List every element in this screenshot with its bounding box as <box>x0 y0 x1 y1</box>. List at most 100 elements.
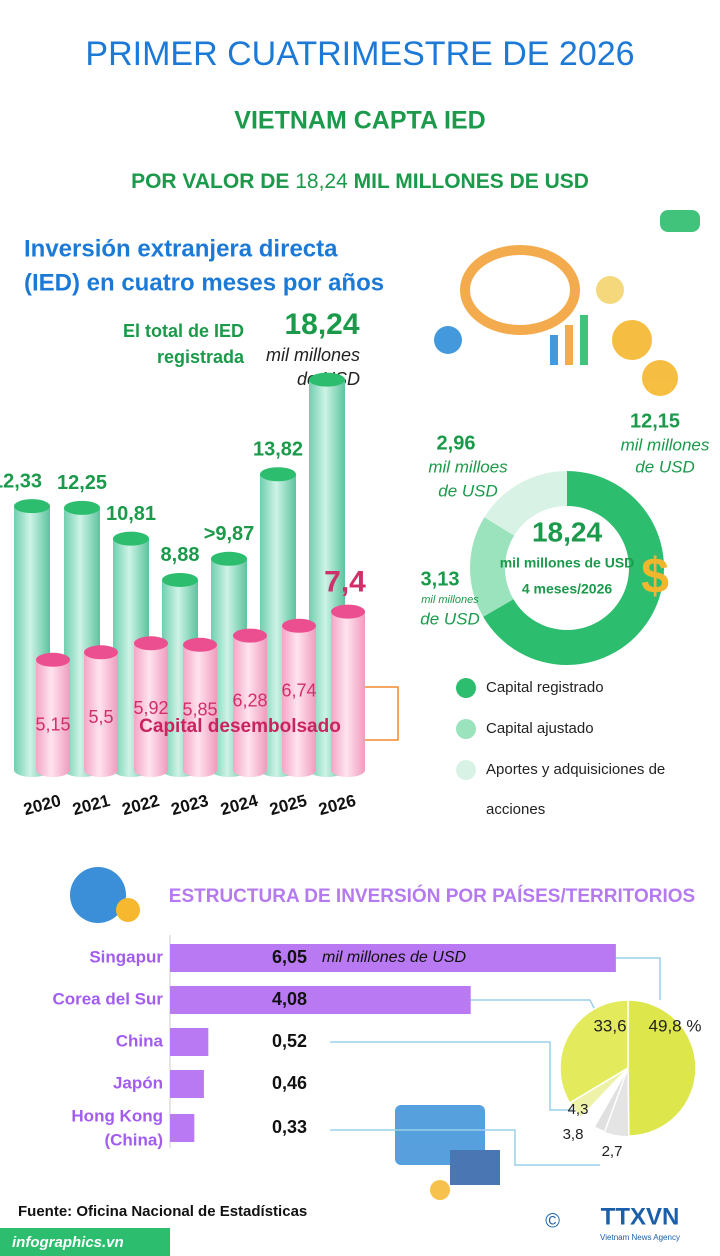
bracket <box>360 686 399 741</box>
legend-label: acciones <box>486 801 545 818</box>
cylinder <box>282 625 316 770</box>
segment-unit: de USD <box>420 609 480 628</box>
globe-icon <box>70 867 140 923</box>
source: Fuente: Oficina Nacional de Estadísticas <box>18 1203 307 1220</box>
x-tick-label: 2025 <box>268 791 309 819</box>
segment-label: 2,96 <box>437 432 476 454</box>
value-label: >9,87 <box>204 523 255 545</box>
segment-unit: mil millones <box>621 435 710 454</box>
cylinder-top <box>309 372 345 387</box>
value-label: 13,82 <box>253 439 303 461</box>
share-label: 49,8 % <box>649 1016 702 1035</box>
donut-segment <box>483 471 665 665</box>
copyright: © <box>545 1210 560 1232</box>
dollar-icon: $ <box>641 548 669 604</box>
segment-unit: de USD <box>635 457 695 476</box>
cylinder-base <box>84 763 118 777</box>
subtitle: VIETNAM CAPTA IED <box>234 107 485 135</box>
value-label: 12,33 <box>0 470 42 492</box>
total-value: 18,24 <box>284 308 359 341</box>
legend-swatch <box>456 678 476 698</box>
cylinder-top <box>331 604 365 619</box>
total-label: registrada <box>157 347 245 367</box>
total-unit: mil millones <box>266 345 360 365</box>
cylinder-top <box>113 531 149 546</box>
cylinder <box>84 652 118 770</box>
pie-slice <box>627 999 697 1137</box>
headline-value: 18,24 <box>295 170 348 193</box>
cylinder-top <box>134 636 168 651</box>
value-label: 5,92 <box>133 698 168 718</box>
cylinder-base <box>183 763 217 777</box>
cylinder-top <box>183 637 217 652</box>
value-label: 7,4 <box>324 566 366 599</box>
x-tick-label: 2020 <box>22 791 63 819</box>
segment-unit: mil milloes <box>428 457 508 476</box>
cylinder-top <box>36 652 70 667</box>
series-label: Capital desembolsado <box>139 716 341 737</box>
segment-unit: mil millones <box>421 594 479 606</box>
x-tick-label: 2023 <box>169 791 210 819</box>
cylinder-top <box>64 500 100 515</box>
value-label: 10,81 <box>106 503 156 525</box>
footer-band <box>0 1228 170 1256</box>
donut-center: mil millones de USD <box>500 555 635 571</box>
headline-part: MIL MILLONES DE USD <box>354 170 589 193</box>
cylinder <box>233 635 267 770</box>
share-label: 4,3 <box>568 1101 589 1118</box>
cylinder-base <box>233 763 267 777</box>
segment-label: 3,13 <box>421 568 460 590</box>
bar <box>170 944 616 972</box>
pie-slice <box>559 999 629 1105</box>
pie-slice <box>593 1067 629 1133</box>
value-label: 5,85 <box>182 700 217 720</box>
bar <box>170 1028 209 1056</box>
value-label: 5,15 <box>35 715 70 735</box>
brand-sub: Vietnam News Agency <box>600 1233 680 1242</box>
brand: TTXVN <box>601 1203 680 1230</box>
bar-label: 6,05 <box>272 947 307 967</box>
value-label: 6,74 <box>281 681 316 701</box>
bar-label: 0,52 <box>272 1031 307 1051</box>
cylinder-top <box>233 628 267 643</box>
bar-unit: mil millones de USD <box>322 949 466 966</box>
cylinder-base <box>134 763 168 777</box>
share-label: 33,6 <box>593 1016 626 1035</box>
cylinder <box>36 659 70 770</box>
country-name: Corea del Sur <box>52 989 163 1008</box>
country-name: China <box>116 1031 164 1050</box>
cylinder <box>134 643 168 770</box>
cylinder-base <box>331 763 365 777</box>
cylinder-base <box>282 763 316 777</box>
cylinder <box>331 611 365 770</box>
section-title: (IED) en cuatro meses por años <box>24 269 384 296</box>
donut-segment <box>470 517 515 617</box>
value-label: 8,88 <box>161 544 200 566</box>
headline: POR VALOR DE 18,24 MIL MILLONES DE USD <box>131 170 589 193</box>
cylinder-top <box>14 499 50 514</box>
legend-swatch <box>456 719 476 739</box>
x-tick-label: 2026 <box>317 791 358 819</box>
section-title: Inversión extranjera directa <box>24 235 338 262</box>
country-name: Japón <box>113 1073 163 1092</box>
x-tick-label: 2021 <box>71 791 112 819</box>
illustration <box>434 210 700 396</box>
bar-label: 0,46 <box>272 1073 307 1093</box>
cylinder-top <box>260 467 296 482</box>
cylinder-top <box>282 618 316 633</box>
value-label: 6,28 <box>232 690 267 710</box>
legend-label: Capital registrado <box>486 679 604 696</box>
donut-segment <box>484 471 567 536</box>
donut-center: 4 meses/2026 <box>522 581 613 597</box>
segment-unit: de USD <box>438 481 498 500</box>
segment-label: 12,15 <box>630 410 680 432</box>
legend-label: Capital ajustado <box>486 720 594 737</box>
title: PRIMER CUATRIMESTRE DE 2026 <box>85 35 634 73</box>
bar <box>170 986 471 1014</box>
country-name: Singapur <box>89 947 163 966</box>
cylinder-base <box>36 763 70 777</box>
bar <box>170 1114 195 1142</box>
bar-label: 0,33 <box>272 1117 307 1137</box>
finance-illustration <box>395 1105 500 1200</box>
